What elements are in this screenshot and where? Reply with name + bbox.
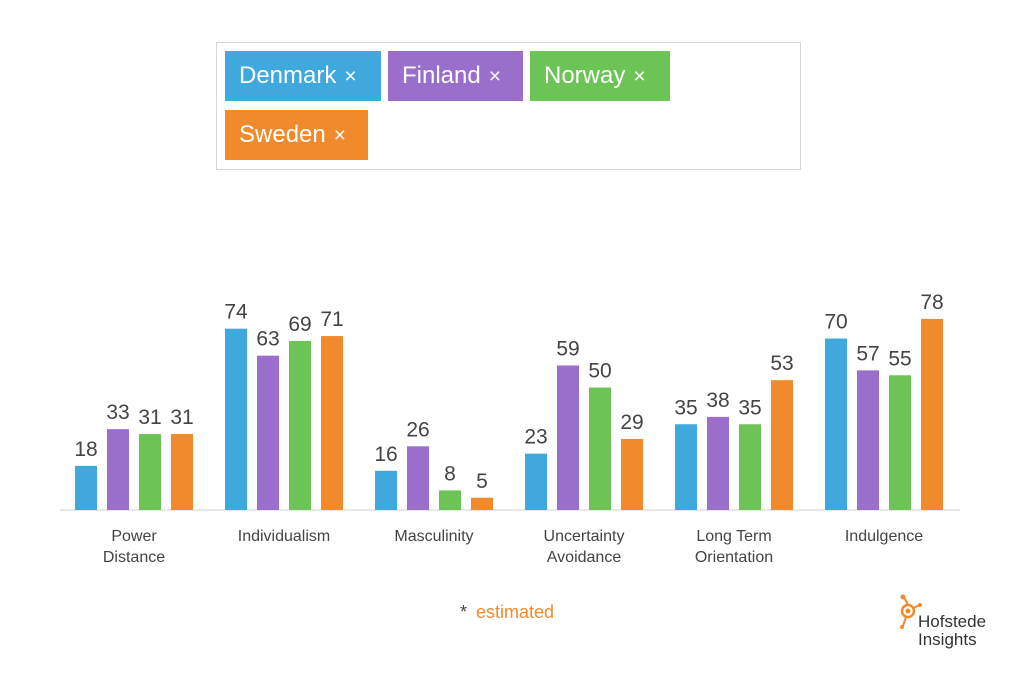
country-chip-denmark[interactable]: Denmark × bbox=[225, 51, 381, 101]
data-label: 26 bbox=[406, 418, 429, 441]
data-label: 35 bbox=[738, 396, 761, 419]
bar-denmark bbox=[825, 338, 847, 510]
data-label: 53 bbox=[770, 352, 793, 375]
country-chip-label: Denmark bbox=[239, 62, 337, 89]
remove-icon[interactable]: × bbox=[333, 124, 346, 147]
bar-denmark bbox=[225, 328, 247, 510]
bar-finland bbox=[257, 355, 279, 510]
category-label: Indulgence bbox=[845, 528, 923, 545]
data-label: 38 bbox=[706, 389, 729, 412]
logo-line1: Hofstede bbox=[918, 612, 987, 631]
category-label: Individualism bbox=[238, 528, 330, 545]
data-label: 78 bbox=[920, 291, 943, 314]
bar-finland bbox=[407, 446, 429, 510]
bar-sweden bbox=[171, 434, 193, 510]
data-label: 18 bbox=[74, 438, 97, 461]
country-chip-finland[interactable]: Finland × bbox=[388, 51, 523, 101]
bar-norway bbox=[289, 340, 311, 510]
category-label: Long Term bbox=[696, 528, 771, 545]
logo-line2: Insights bbox=[918, 630, 977, 649]
data-label: 74 bbox=[224, 301, 248, 324]
country-chip-label: Norway bbox=[544, 62, 626, 89]
data-label: 5 bbox=[476, 470, 488, 493]
data-label: 23 bbox=[524, 426, 547, 449]
data-label: 57 bbox=[856, 342, 879, 365]
country-chip-norway[interactable]: Norway × bbox=[530, 51, 670, 101]
logo-text: Hofstede Insights bbox=[918, 613, 986, 649]
data-label: 29 bbox=[620, 411, 643, 434]
bar-norway bbox=[739, 424, 761, 510]
country-selector: Denmark × Finland × Norway × Sweden × bbox=[216, 42, 801, 170]
data-label: 16 bbox=[374, 443, 397, 466]
data-label: 69 bbox=[288, 313, 311, 336]
bar-sweden bbox=[471, 497, 493, 510]
bar-denmark bbox=[525, 453, 547, 510]
bar-sweden bbox=[921, 318, 943, 510]
bar-finland bbox=[707, 416, 729, 510]
category-label: Masculinity bbox=[394, 528, 473, 545]
data-label: 70 bbox=[824, 311, 847, 334]
footnote: * estimated bbox=[460, 602, 554, 623]
data-label: 8 bbox=[444, 462, 456, 485]
category-label: Uncertainty bbox=[544, 528, 625, 545]
data-label: 31 bbox=[170, 406, 193, 429]
bar-norway bbox=[139, 434, 161, 510]
bar-denmark bbox=[75, 465, 97, 510]
bar-sweden bbox=[321, 336, 343, 510]
footnote-star: * bbox=[460, 602, 468, 622]
data-label: 31 bbox=[138, 406, 161, 429]
bar-finland bbox=[857, 370, 879, 510]
category-label: Avoidance bbox=[547, 549, 622, 566]
data-label: 71 bbox=[320, 308, 343, 331]
hofstede-logo: Hofstede Insights bbox=[896, 594, 1006, 654]
bar-sweden bbox=[621, 438, 643, 510]
category-label: Orientation bbox=[695, 549, 773, 566]
country-chip-sweden[interactable]: Sweden × bbox=[225, 110, 368, 160]
country-chip-label: Sweden bbox=[239, 121, 326, 148]
footnote-text: estimated bbox=[476, 602, 555, 622]
category-label: Distance bbox=[103, 549, 165, 566]
data-label: 33 bbox=[106, 401, 129, 424]
bar-sweden bbox=[771, 380, 793, 510]
bar-finland bbox=[557, 365, 579, 510]
bar-norway bbox=[439, 490, 461, 510]
data-label: 59 bbox=[556, 337, 579, 360]
data-label: 35 bbox=[674, 396, 697, 419]
bar-finland bbox=[107, 429, 129, 510]
remove-icon[interactable]: × bbox=[344, 65, 357, 88]
bar-norway bbox=[589, 387, 611, 510]
data-label: 55 bbox=[888, 347, 911, 370]
bar-norway bbox=[889, 375, 911, 510]
bar-denmark bbox=[375, 470, 397, 510]
bar-denmark bbox=[675, 424, 697, 510]
data-label: 63 bbox=[256, 328, 279, 351]
logo-icon bbox=[900, 594, 922, 629]
remove-icon[interactable]: × bbox=[633, 65, 646, 88]
country-chip-label: Finland bbox=[402, 62, 481, 89]
data-label: 50 bbox=[588, 360, 611, 383]
remove-icon[interactable]: × bbox=[488, 65, 501, 88]
category-label: Power bbox=[111, 528, 157, 545]
